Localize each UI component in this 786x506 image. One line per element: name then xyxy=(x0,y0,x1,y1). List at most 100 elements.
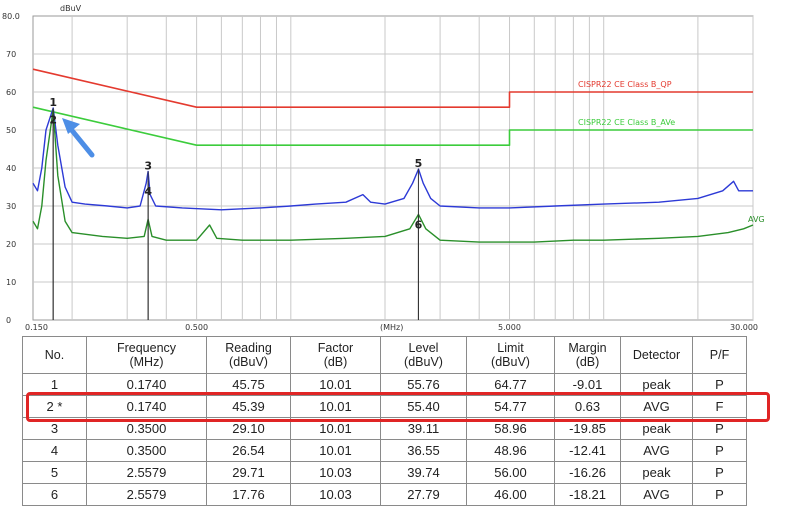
x-axis-unit-label: (MHz) xyxy=(380,323,403,332)
cell-margin: -12.41 xyxy=(554,439,621,462)
cell-no: 4 xyxy=(22,439,87,462)
cell-pf: P xyxy=(692,483,747,506)
cell-level: 55.40 xyxy=(380,395,467,418)
cell-limit: 54.77 xyxy=(466,395,555,418)
series-peak-trace xyxy=(32,107,753,211)
cell-detector: peak xyxy=(620,417,693,440)
markers: 1 2 3 4 5 6 xyxy=(49,96,423,320)
arrow-annotation-icon xyxy=(62,118,95,158)
cell-frequency: 2.5579 xyxy=(86,483,207,506)
cell-level: 39.11 xyxy=(380,417,467,440)
y-top-label: 80.0 xyxy=(2,12,20,21)
cell-reading: 26.54 xyxy=(206,439,291,462)
header-reading: Reading (dBuV) xyxy=(206,336,291,374)
cell-limit: 48.96 xyxy=(466,439,555,462)
marker-label: 1 xyxy=(49,96,57,109)
cell-factor: 10.03 xyxy=(290,483,381,506)
cell-factor: 10.03 xyxy=(290,461,381,484)
cell-frequency: 2.5579 xyxy=(86,461,207,484)
measurement-table-container: No. Frequency (MHz) Reading (dBuV) Factor(… xyxy=(22,336,770,506)
y-tick-label: 30 xyxy=(6,202,16,211)
header-pf: P/F xyxy=(692,336,747,374)
cell-margin: -18.21 xyxy=(554,483,621,506)
limit-labels: CISPR22 CE Class B_QP CISPR22 CE Class B_… xyxy=(578,80,765,224)
cell-frequency: 0.3500 xyxy=(86,439,207,462)
series-lines xyxy=(32,68,754,243)
y-axis-unit-label: dBuV xyxy=(60,4,82,13)
x-tick-label: 30.000 xyxy=(730,323,758,332)
x-tick-label: 5.000 xyxy=(498,323,521,332)
cell-level: 39.74 xyxy=(380,461,467,484)
table-row: 4 0.3500 26.54 10.01 36.55 48.96 -12.41 AVG P xyxy=(22,439,747,462)
avg-trace-label: AVG xyxy=(748,215,765,224)
cell-limit: 56.00 xyxy=(466,461,555,484)
table-row: 3 0.3500 29.10 10.01 39.11 58.96 -19.85 peak P xyxy=(22,417,747,440)
cell-reading: 45.39 xyxy=(206,395,291,418)
header-detector: Detector xyxy=(620,336,693,374)
y-tick-label: 50 xyxy=(6,126,16,135)
emi-chart: 0 10 20 30 40 50 60 70 0.150 0.500 5.000 30.000 1 2 3… xyxy=(2,4,765,332)
cell-no: 3 xyxy=(22,417,87,440)
cell-pf: P xyxy=(692,439,747,462)
cell-factor: 10.01 xyxy=(290,439,381,462)
cell-detector: AVG xyxy=(620,395,693,418)
cell-detector: peak xyxy=(620,461,693,484)
cell-no: 5 xyxy=(22,461,87,484)
cell-pf: P xyxy=(692,373,747,396)
cell-limit: 46.00 xyxy=(466,483,555,506)
series-avg-trace xyxy=(32,108,754,243)
marker-label: 4 xyxy=(144,185,152,198)
header-limit: Limit (dBuV) xyxy=(466,336,555,374)
table-row: 1 0.1740 45.75 10.01 55.76 64.77 -9.01 peak P xyxy=(22,373,747,396)
cell-no: 1 xyxy=(22,373,87,396)
y-tick-label: 70 xyxy=(6,50,16,59)
cell-frequency: 0.3500 xyxy=(86,417,207,440)
cell-frequency: 0.1740 xyxy=(86,395,207,418)
x-tick-label: 0.150 xyxy=(25,323,48,332)
cell-reading: 17.76 xyxy=(206,483,291,506)
y-tick-label: 60 xyxy=(6,88,16,97)
header-no: No. xyxy=(22,336,87,374)
cell-factor: 10.01 xyxy=(290,417,381,440)
cell-level: 27.79 xyxy=(380,483,467,506)
x-tick-label: 0.500 xyxy=(185,323,208,332)
cell-frequency: 0.1740 xyxy=(86,373,207,396)
marker-label: 6 xyxy=(415,218,423,231)
measurement-table: No. Frequency (MHz) Reading (dBuV) Factor(… xyxy=(22,336,747,506)
y-tick-label: 40 xyxy=(6,164,16,173)
cell-detector: AVG xyxy=(620,483,693,506)
table-header-row: No. Frequency (MHz) Reading (dBuV) Factor(… xyxy=(22,336,747,374)
cell-margin: -16.26 xyxy=(554,461,621,484)
cell-reading: 45.75 xyxy=(206,373,291,396)
cell-no: 2 * xyxy=(22,395,87,418)
cell-pf: P xyxy=(692,417,747,440)
y-tick-label: 0 xyxy=(6,316,11,325)
cell-level: 36.55 xyxy=(380,439,467,462)
header-level: Level (dBuV) xyxy=(380,336,467,374)
table-row: 2 * 0.1740 45.39 10.01 55.40 54.77 0.63 AVG F xyxy=(22,395,747,418)
cell-factor: 10.01 xyxy=(290,395,381,418)
cell-detector: peak xyxy=(620,373,693,396)
cell-margin: -9.01 xyxy=(554,373,621,396)
cell-no: 6 xyxy=(22,483,87,506)
header-factor: Factor (dB) xyxy=(290,336,381,374)
header-margin: Margin (dB) xyxy=(554,336,621,374)
cell-reading: 29.71 xyxy=(206,461,291,484)
cell-limit: 64.77 xyxy=(466,373,555,396)
cell-pf: P xyxy=(692,461,747,484)
marker-label: 2 xyxy=(49,113,57,126)
qp-limit-label: CISPR22 CE Class B_QP xyxy=(578,80,672,89)
cell-margin: -19.85 xyxy=(554,417,621,440)
header-frequency: Frequency (MHz) xyxy=(86,336,207,374)
series-avg-limit xyxy=(32,106,753,146)
table-row: 6 2.5579 17.76 10.03 27.79 46.00 -18.21 AVG P xyxy=(22,483,747,506)
cell-detector: AVG xyxy=(620,439,693,462)
marker-label: 5 xyxy=(415,157,423,170)
table-row: 5 2.5579 29.71 10.03 39.74 56.00 -16.26 peak P xyxy=(22,461,747,484)
cell-limit: 58.96 xyxy=(466,417,555,440)
cell-pf: F xyxy=(692,395,747,418)
marker-label: 3 xyxy=(144,159,152,172)
cell-level: 55.76 xyxy=(380,373,467,396)
axis-ticks: 0 10 20 30 40 50 60 70 0.150 0.500 5.000 30.000 xyxy=(6,50,758,332)
cell-reading: 29.10 xyxy=(206,417,291,440)
